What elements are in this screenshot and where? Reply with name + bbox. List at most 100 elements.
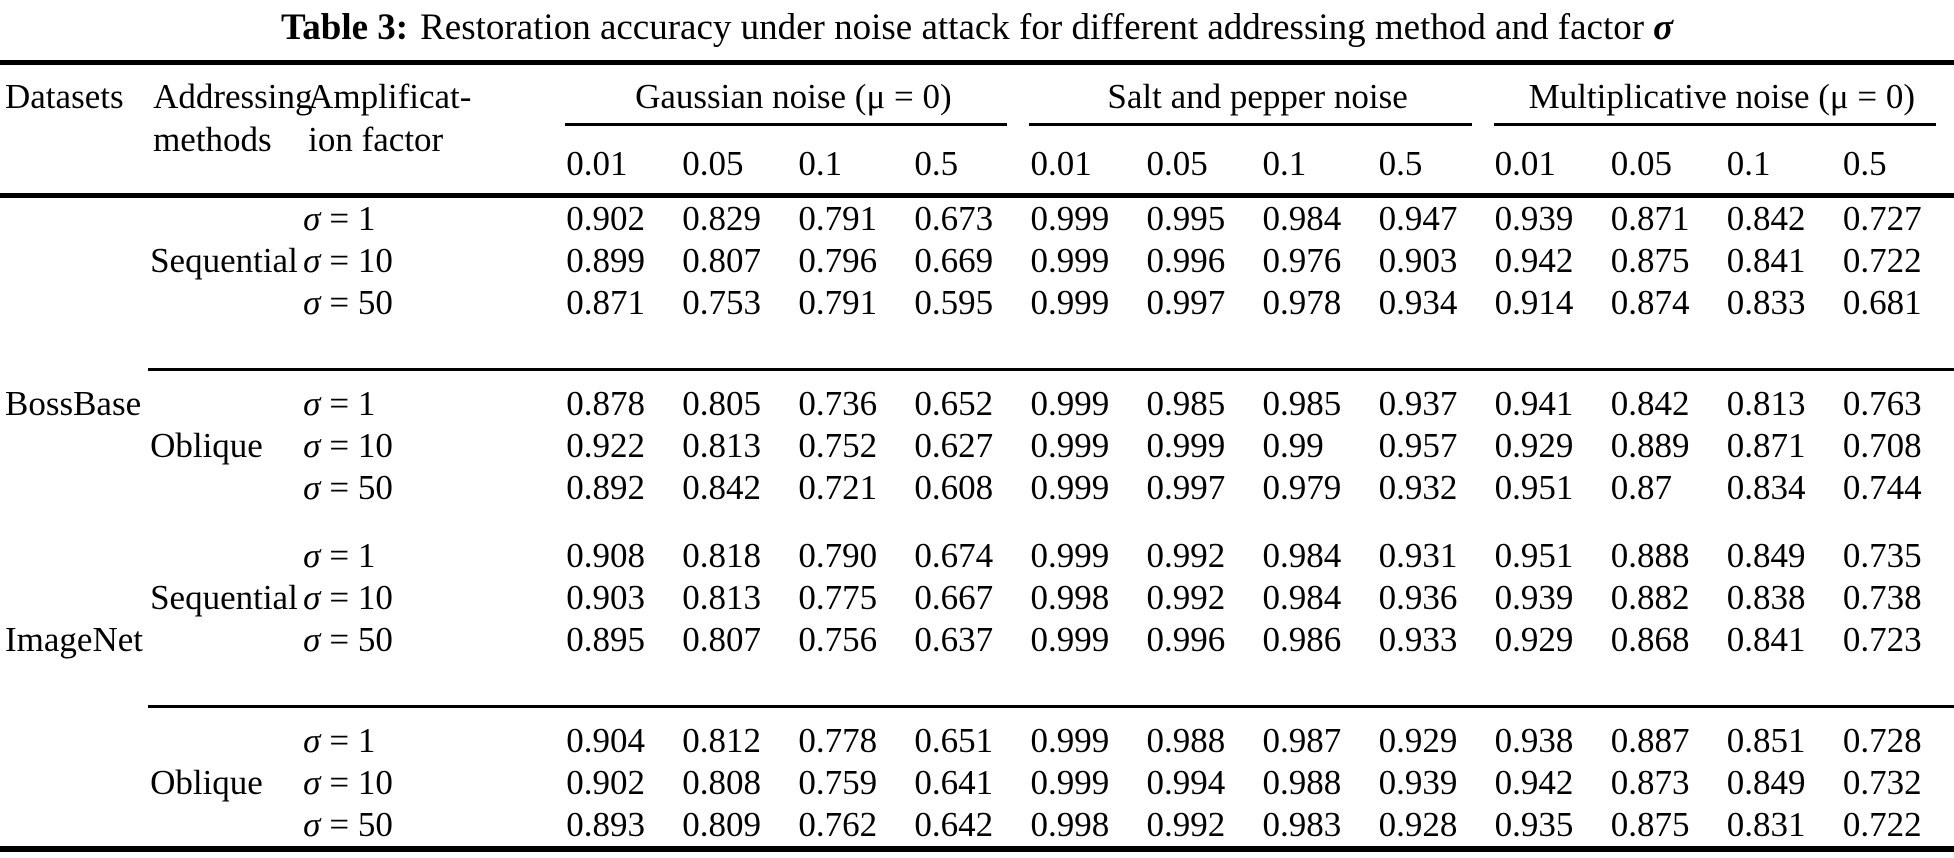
value-cell: 0.775 [798,578,878,617]
value-cell: 0.939 [1494,199,1574,238]
method-label: Oblique [150,763,263,802]
table-row: σ = 50 0.871 0.753 0.791 0.595 0.999 0.997 0.978… [0,282,1954,324]
value-cell: 0.744 [1842,468,1922,507]
dataset-label [0,720,148,762]
table-caption-text: Restoration accuracy under noise attack … [420,7,1645,48]
dataset-label [0,762,148,804]
value-cell: 0.791 [798,199,878,238]
sigma-symbol: σ [303,805,321,844]
value-cell: 0.875 [1610,805,1690,844]
value-cell: 0.871 [1610,199,1690,238]
value-cell: 0.841 [1726,241,1806,280]
method-label: Sequential [150,241,298,280]
table-caption-number: Table 3: [280,7,409,48]
value-cell: 0.992 [1146,536,1226,575]
table-row: σ = 50 0.893 0.809 0.762 0.642 0.998 0.992 0.983… [0,804,1954,849]
value-cell: 0.987 [1262,721,1342,760]
value-cell: 0.903 [1378,241,1458,280]
value-cell: 0.807 [682,241,762,280]
dataset-label: ImageNet [5,620,143,659]
value-cell: 0.674 [914,536,994,575]
value-cell: 0.996 [1146,620,1226,659]
amplification-line2: ion factor [308,120,444,159]
level-header-row: 0.01 0.05 0.1 0.5 0.01 0.05 0.1 0.5 0.01… [0,126,1954,196]
value-cell: 0.985 [1146,384,1226,423]
dataset-label [0,196,148,241]
table-row: σ = 1 0.902 0.829 0.791 0.673 0.999 0.995 0.984 0… [0,196,1954,241]
value-cell: 0.904 [566,721,645,760]
value-cell: 0.842 [1610,384,1690,423]
table-row: σ = 50 0.892 0.842 0.721 0.608 0.999 0.997 0.979… [0,467,1954,509]
value-cell: 0.868 [1610,620,1690,659]
value-cell: 0.735 [1842,536,1922,575]
value-cell: 0.939 [1378,763,1458,802]
table-row: σ = 1 0.908 0.818 0.790 0.674 0.999 0.992 0.984 0… [0,535,1954,577]
value-cell: 0.942 [1494,241,1574,280]
value-cell: 0.627 [914,426,994,465]
value-cell: 0.929 [1378,721,1458,760]
value-cell: 0.722 [1842,805,1922,844]
value-cell: 0.929 [1494,620,1574,659]
amplification-factor-cell: σ = 1 [303,720,561,762]
method-label [148,282,303,324]
value-cell: 0.995 [1146,199,1226,238]
column-header-amplification-factor: Amplificat- ion factor [303,63,561,196]
amplification-factor-cell: σ = 50 [303,804,561,849]
method-label [148,467,303,509]
value-cell: 0.983 [1262,805,1342,844]
group-header-row: Datasets Addressing methods Amplificat- … [0,63,1954,159]
spacer-cell [0,509,1954,535]
dataset-label [0,240,148,282]
value-cell: 0.902 [566,199,645,238]
factor-value: = 10 [329,241,393,280]
value-cell: 0.908 [566,536,645,575]
factor-value: = 10 [329,426,393,465]
value-cell: 0.759 [798,763,878,802]
spacer-cell [0,370,1954,384]
value-cell: 0.888 [1610,536,1690,575]
addressing-line2: methods [153,120,272,159]
dataset-label: BossBase [5,384,142,423]
value-cell: 0.728 [1842,721,1922,760]
value-cell: 0.849 [1726,763,1806,802]
value-cell: 0.732 [1842,763,1922,802]
value-cell: 0.999 [1030,468,1110,507]
group-header-salt-pepper-noise: Salt and pepper noise [1025,63,1489,127]
factor-value: = 1 [329,384,376,423]
value-cell: 0.831 [1726,805,1806,844]
value-cell: 0.933 [1378,620,1458,659]
sigma-symbol: σ [303,241,321,280]
group-header-gaussian-noise: Gaussian noise (μ = 0) [561,63,1025,127]
addressing-line1: Addressing [153,77,313,116]
level-header: 0.5 [1842,144,1887,183]
level-header: 0.05 [1610,144,1672,183]
value-cell: 0.938 [1494,721,1574,760]
value-cell: 0.882 [1610,578,1690,617]
value-cell: 0.902 [566,763,645,802]
amplification-factor-cell: σ = 50 [303,282,561,324]
value-cell: 0.637 [914,620,994,659]
separator-line [148,324,1954,371]
value-cell: 0.721 [798,468,878,507]
table-row: Oblique σ = 10 0.922 0.813 0.752 0.627 0.999 0.9… [0,425,1954,467]
value-cell: 0.936 [1378,578,1458,617]
value-cell: 0.851 [1726,721,1806,760]
value-cell: 0.99 [1262,426,1324,465]
amplification-factor-cell: σ = 10 [303,762,561,804]
value-cell: 0.808 [682,763,762,802]
value-cell: 0.818 [682,536,762,575]
value-cell: 0.778 [798,721,878,760]
table-row: Sequential σ = 10 0.899 0.807 0.796 0.669 0.999… [0,240,1954,282]
amplification-factor-cell: σ = 10 [303,577,561,619]
value-cell: 0.992 [1146,805,1226,844]
dataset-label [0,804,148,849]
value-cell: 0.708 [1842,426,1922,465]
value-cell: 0.673 [914,199,994,238]
value-cell: 0.932 [1378,468,1458,507]
separator-gap-cell [0,324,148,370]
value-cell: 0.889 [1610,426,1690,465]
separator-line [148,661,1954,708]
sigma-symbol: σ [303,199,321,238]
column-header-addressing-methods: Addressing methods [148,63,313,196]
factor-value: = 50 [329,805,393,844]
